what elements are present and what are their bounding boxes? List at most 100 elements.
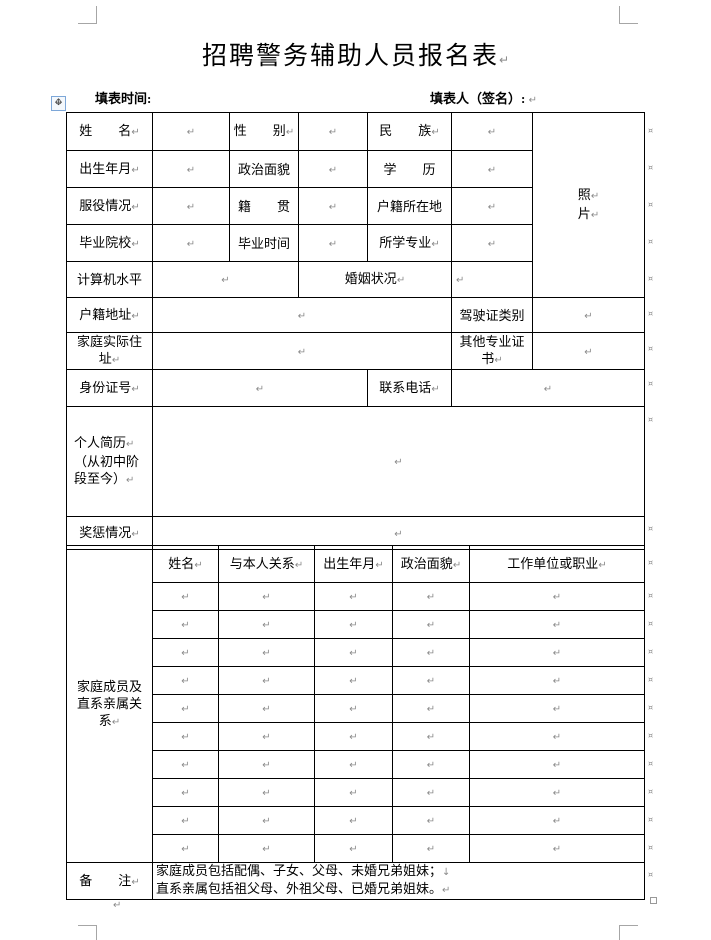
field-ethnicity[interactable]: ↵ xyxy=(451,112,533,151)
family-cell[interactable]: ↵ xyxy=(469,834,645,863)
family-cell[interactable]: ↵ xyxy=(314,694,393,723)
row-end-mark: ¤ xyxy=(648,379,654,388)
row-end-mark: ¤ xyxy=(648,843,654,852)
field-gender[interactable]: ↵ xyxy=(298,112,368,151)
field-computer-level[interactable]: ↵ xyxy=(152,261,299,298)
family-cell[interactable]: ↵ xyxy=(469,722,645,751)
photo-cell[interactable]: 照↵ 片↵ xyxy=(532,112,645,298)
label-rewards-punishments: 奖惩情况↵ xyxy=(66,516,153,550)
family-cell[interactable]: ↵ xyxy=(152,750,219,779)
family-cell[interactable]: ↵ xyxy=(152,778,219,807)
family-cell[interactable]: ↵ xyxy=(314,722,393,751)
family-cell[interactable]: ↵ xyxy=(469,610,645,639)
field-graduation-time[interactable]: ↵ xyxy=(298,224,368,262)
label-contact-phone: 联系电话↵ xyxy=(367,369,452,407)
field-marital-status[interactable]: ↵ xyxy=(451,261,533,298)
family-row: ↵ ↵ ↵ ↵ ↵ xyxy=(67,610,645,639)
family-cell[interactable]: ↵ xyxy=(314,806,393,835)
family-row: ↵ ↵ ↵ ↵ ↵ xyxy=(67,666,645,695)
family-cell[interactable]: ↵ xyxy=(218,722,315,751)
family-cell[interactable]: ↵ xyxy=(218,582,315,611)
family-cell[interactable]: ↵ xyxy=(469,638,645,667)
family-cell[interactable]: ↵ xyxy=(314,610,393,639)
family-cell[interactable]: ↵ xyxy=(392,582,470,611)
field-id-number[interactable]: ↵ xyxy=(152,369,368,407)
table-move-handle-icon[interactable]: ↔ ↕ xyxy=(51,96,66,111)
field-name[interactable]: ↵ xyxy=(152,112,230,151)
label-id-number: 身份证号↵ xyxy=(66,369,153,407)
pilcrow-mark: ↵ xyxy=(113,900,122,911)
family-cell[interactable]: ↵ xyxy=(314,638,393,667)
family-cell[interactable]: ↵ xyxy=(218,638,315,667)
family-cell[interactable]: ↵ xyxy=(469,750,645,779)
family-cell[interactable]: ↵ xyxy=(392,722,470,751)
row-end-mark: ¤ xyxy=(648,126,654,135)
field-contact-phone[interactable]: ↵ xyxy=(451,369,645,407)
field-major[interactable]: ↵ xyxy=(451,224,533,262)
family-cell[interactable]: ↵ xyxy=(392,778,470,807)
family-cell[interactable]: ↵ xyxy=(469,806,645,835)
field-actual-home-address[interactable]: ↵ xyxy=(152,332,452,370)
row-end-mark: ¤ xyxy=(648,759,654,768)
family-cell[interactable]: ↵ xyxy=(314,750,393,779)
field-graduate-school[interactable]: ↵ xyxy=(152,224,230,262)
label-graduate-school: 毕业院校↵ xyxy=(66,224,153,262)
field-birth-date[interactable]: ↵ xyxy=(152,150,230,188)
field-military-service[interactable]: ↵ xyxy=(152,187,230,225)
text-boundary-corner-bottom-left xyxy=(78,925,97,940)
family-row: ↵ ↵ ↵ ↵ ↵ xyxy=(67,778,645,807)
field-education[interactable]: ↵ xyxy=(451,150,533,188)
row-end-mark: ¤ xyxy=(648,731,654,740)
family-cell[interactable]: ↵ xyxy=(152,666,219,695)
field-other-certificates[interactable]: ↵ xyxy=(532,332,645,370)
field-native-place[interactable]: ↵ xyxy=(298,187,368,225)
row-end-mark: ¤ xyxy=(648,163,654,172)
row-end-mark: ¤ xyxy=(648,200,654,209)
family-cell[interactable]: ↵ xyxy=(218,610,315,639)
family-cell[interactable]: ↵ xyxy=(469,694,645,723)
row-end-mark: ¤ xyxy=(648,703,654,712)
family-cell[interactable]: ↵ xyxy=(152,694,219,723)
family-cell[interactable]: ↵ xyxy=(392,610,470,639)
family-col-header-work: 工作单位或职业↵ xyxy=(469,545,645,583)
field-rewards-punishments[interactable]: ↵ xyxy=(152,516,645,550)
family-cell[interactable]: ↵ xyxy=(218,666,315,695)
family-cell[interactable]: ↵ xyxy=(314,834,393,863)
family-cell[interactable]: ↵ xyxy=(314,582,393,611)
label-birth-date: 出生年月↵ xyxy=(66,150,153,188)
field-political-status[interactable]: ↵ xyxy=(298,150,368,188)
filler-signature-label: 填表人（签名）: ↵ xyxy=(430,91,537,106)
family-cell[interactable]: ↵ xyxy=(469,778,645,807)
family-cell[interactable]: ↵ xyxy=(314,666,393,695)
family-cell[interactable]: ↵ xyxy=(152,610,219,639)
family-cell[interactable]: ↵ xyxy=(392,834,470,863)
label-military-service: 服役情况↵ xyxy=(66,187,153,225)
field-household-address[interactable]: ↵ xyxy=(152,297,452,333)
family-cell[interactable]: ↵ xyxy=(392,806,470,835)
family-row: ↵ ↵ ↵ ↵ ↵ xyxy=(67,806,645,835)
row-end-mark: ¤ xyxy=(648,591,654,600)
family-cell[interactable]: ↵ xyxy=(218,806,315,835)
field-resume[interactable]: ↵ xyxy=(152,406,645,517)
family-cell[interactable]: ↵ xyxy=(218,834,315,863)
family-cell[interactable]: ↵ xyxy=(218,694,315,723)
family-cell[interactable]: ↵ xyxy=(218,778,315,807)
family-cell[interactable]: ↵ xyxy=(218,750,315,779)
family-cell[interactable]: ↵ xyxy=(152,806,219,835)
field-household-registration[interactable]: ↵ xyxy=(451,187,533,225)
row-end-mark: ¤ xyxy=(648,344,654,353)
family-row: ↵ ↵ ↵ ↵ ↵ xyxy=(67,834,645,863)
pilcrow-mark: ↵ xyxy=(528,95,537,106)
family-cell[interactable]: ↵ xyxy=(392,638,470,667)
family-cell[interactable]: ↵ xyxy=(392,666,470,695)
family-cell[interactable]: ↵ xyxy=(152,834,219,863)
family-cell[interactable]: ↵ xyxy=(392,694,470,723)
family-cell[interactable]: ↵ xyxy=(314,778,393,807)
field-driver-license-type[interactable]: ↵ xyxy=(532,297,645,333)
family-cell[interactable]: ↵ xyxy=(469,666,645,695)
family-cell[interactable]: ↵ xyxy=(469,582,645,611)
family-cell[interactable]: ↵ xyxy=(152,722,219,751)
family-cell[interactable]: ↵ xyxy=(152,638,219,667)
family-cell[interactable]: ↵ xyxy=(152,582,219,611)
family-cell[interactable]: ↵ xyxy=(392,750,470,779)
